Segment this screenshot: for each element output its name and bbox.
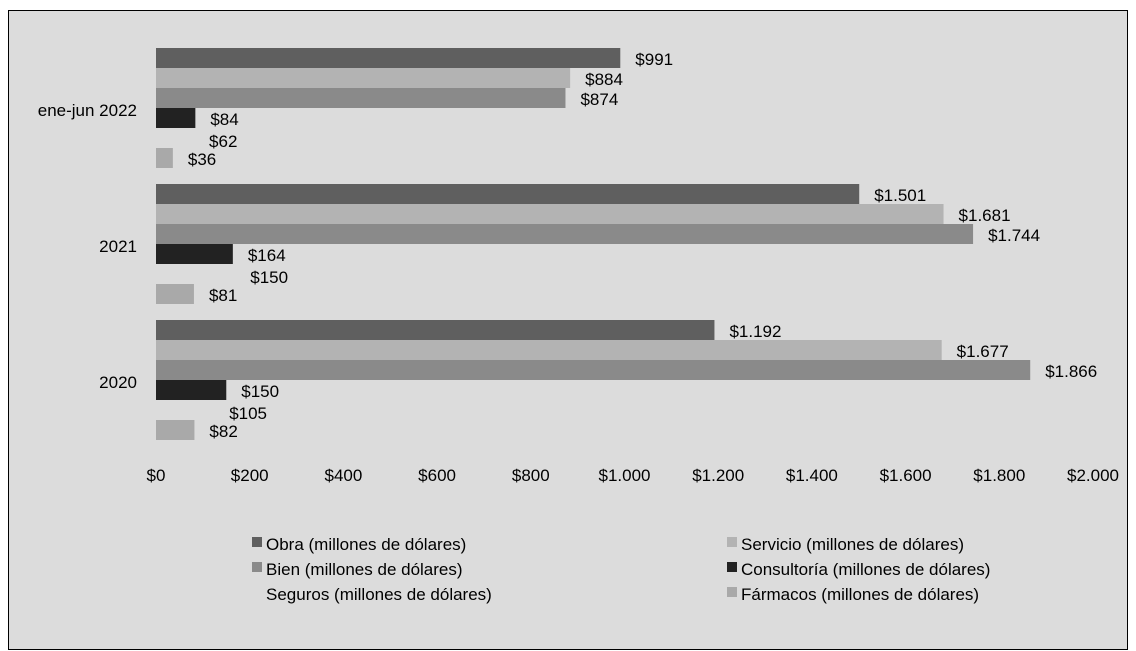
- legend: Obra (millones de dólares) Servicio (mill…: [252, 535, 990, 604]
- category-label: 2021: [99, 237, 137, 256]
- data-label: $1.192: [729, 322, 781, 341]
- bar: [156, 184, 860, 204]
- x-axis-tick-labels: $0 $200 $400 $600 $800 $1.000 $1.200 $1.400 $1.6…: [147, 466, 1119, 485]
- x-tick-label: $400: [324, 466, 362, 485]
- data-label: $150: [250, 268, 288, 287]
- bar: [156, 400, 206, 420]
- data-label: $81: [209, 286, 237, 305]
- data-label: $150: [241, 382, 279, 401]
- bar: [156, 264, 227, 284]
- legend-label: Servicio (millones de dólares): [741, 535, 964, 554]
- legend-swatch: [727, 562, 737, 572]
- x-tick-label: $1.800: [973, 466, 1025, 485]
- bar: [156, 128, 186, 148]
- data-label: $874: [580, 90, 618, 109]
- bar: [156, 108, 196, 128]
- bar: [156, 224, 974, 244]
- legend-swatch: [252, 562, 262, 572]
- bar: [156, 244, 233, 264]
- bar: [156, 340, 942, 360]
- data-label: $1.866: [1045, 362, 1097, 381]
- data-label: $62: [209, 132, 237, 151]
- bar: [156, 204, 944, 224]
- data-label: $1.677: [957, 342, 1009, 361]
- category-label: ene-jun 2022: [38, 101, 137, 120]
- data-label: $105: [229, 404, 267, 423]
- data-labels-layer: $991 $884$874 $84 $62$36 $1.501 $1.681$1.744 $…: [188, 50, 1097, 441]
- category-label: 2020: [99, 373, 137, 392]
- data-label: $1.501: [874, 186, 926, 205]
- bar: [156, 68, 571, 88]
- x-tick-label: $1.600: [880, 466, 932, 485]
- bars-layer: [156, 48, 1031, 440]
- bar-chart: $991 $884$874 $84 $62$36 $1.501 $1.681$1.744 $…: [38, 48, 1119, 604]
- x-tick-label: $800: [512, 466, 550, 485]
- data-label: $36: [188, 150, 216, 169]
- data-label: $84: [210, 110, 238, 129]
- bar: [156, 420, 195, 440]
- legend-swatch: [252, 587, 262, 597]
- bar: [156, 380, 227, 400]
- legend-swatch: [252, 537, 262, 547]
- legend-swatch: [727, 587, 737, 597]
- bar: [156, 148, 173, 168]
- category-labels-layer: ene-jun 2022 2021 2020: [38, 101, 137, 392]
- x-tick-label: $1.200: [692, 466, 744, 485]
- bar: [156, 88, 566, 108]
- x-tick-label: $1.400: [786, 466, 838, 485]
- data-label: $1.681: [959, 206, 1011, 225]
- data-label: $884: [585, 70, 623, 89]
- data-label: $164: [248, 246, 286, 265]
- data-label: $991: [635, 50, 673, 69]
- legend-label: Seguros (millones de dólares): [266, 585, 492, 604]
- legend-swatch: [727, 537, 737, 547]
- legend-label: Obra (millones de dólares): [266, 535, 466, 554]
- legend-label: Bien (millones de dólares): [266, 560, 463, 579]
- legend-label: Fármacos (millones de dólares): [741, 585, 979, 604]
- x-tick-label: $600: [418, 466, 456, 485]
- bar: [156, 48, 621, 68]
- bar: [156, 360, 1031, 380]
- x-tick-label: $2.000: [1067, 466, 1119, 485]
- x-tick-label: $0: [147, 466, 166, 485]
- x-tick-label: $200: [231, 466, 269, 485]
- chart-frame: $991 $884 $874 $84 $62 $36 $1.501 $1.681 $1.744 $…: [8, 10, 1128, 650]
- legend-label: Consultoría (millones de dólares): [741, 560, 990, 579]
- bar: [156, 284, 194, 304]
- bar: [156, 320, 715, 340]
- data-label: $82: [209, 422, 237, 441]
- x-tick-label: $1.000: [599, 466, 651, 485]
- data-label: $1.744: [988, 226, 1040, 245]
